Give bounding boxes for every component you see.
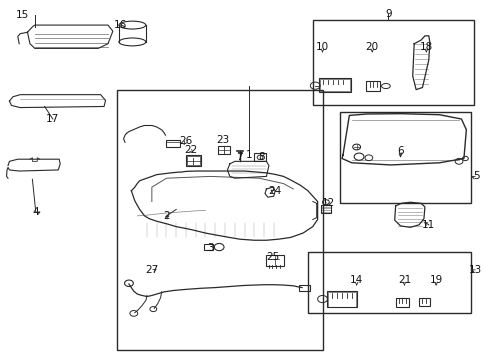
Text: 14: 14 <box>349 275 363 285</box>
Bar <box>418 298 429 306</box>
Text: 27: 27 <box>145 265 158 275</box>
Bar <box>166 140 180 147</box>
Text: 7: 7 <box>236 152 243 162</box>
Bar <box>395 298 408 307</box>
Text: 3: 3 <box>206 243 213 253</box>
Text: 17: 17 <box>46 114 60 124</box>
Bar <box>366 81 379 91</box>
Bar <box>319 78 349 91</box>
Bar <box>307 252 470 313</box>
Bar <box>254 153 266 161</box>
Text: 6: 6 <box>396 146 403 156</box>
Text: 26: 26 <box>179 136 192 145</box>
Bar <box>203 244 212 250</box>
Bar <box>312 21 473 105</box>
Text: 19: 19 <box>428 275 442 285</box>
Bar <box>327 291 356 307</box>
Bar <box>117 90 322 350</box>
Bar <box>320 205 330 213</box>
Bar <box>318 78 350 92</box>
Text: 18: 18 <box>419 42 432 52</box>
Bar <box>186 156 199 165</box>
Text: 10: 10 <box>315 42 328 52</box>
Text: 22: 22 <box>184 144 197 154</box>
Text: 20: 20 <box>365 42 378 52</box>
Bar <box>299 285 310 291</box>
Text: 4: 4 <box>32 207 39 217</box>
Text: 24: 24 <box>267 186 281 196</box>
Text: 2: 2 <box>163 211 169 221</box>
Text: 23: 23 <box>216 135 229 145</box>
Text: 13: 13 <box>468 265 481 275</box>
Text: 25: 25 <box>266 252 279 262</box>
Text: 11: 11 <box>421 220 434 230</box>
Text: 16: 16 <box>113 20 126 30</box>
Bar <box>185 155 200 166</box>
Bar <box>339 112 470 203</box>
Bar <box>217 146 229 154</box>
Bar <box>266 255 283 266</box>
Text: 5: 5 <box>472 171 478 181</box>
Text: 15: 15 <box>16 10 29 20</box>
Text: 1: 1 <box>245 150 252 160</box>
Text: 21: 21 <box>397 275 410 285</box>
Text: 12: 12 <box>321 198 334 208</box>
Bar <box>328 292 355 307</box>
Text: 8: 8 <box>258 152 264 162</box>
Text: 9: 9 <box>384 9 391 19</box>
